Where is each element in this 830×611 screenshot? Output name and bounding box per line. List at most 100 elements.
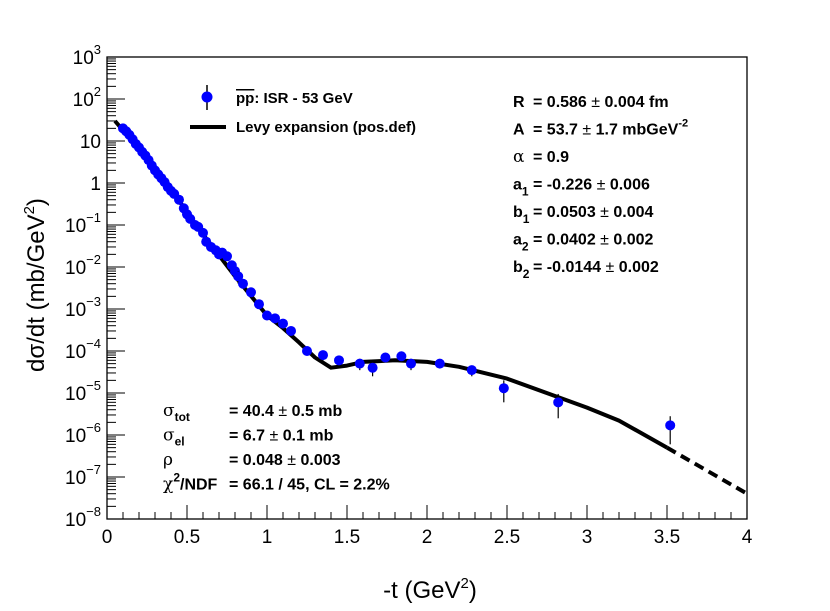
fit-param-error: 0.006 xyxy=(610,177,650,194)
x-axis-title-end: ) xyxy=(469,577,477,604)
y-tick-label: 10−5 xyxy=(65,378,101,405)
fit-param-value: = 0.586 ± 0.004 fm xyxy=(533,94,669,111)
y-tick-label-base: 1 xyxy=(90,174,101,195)
fit-stat-sup: 2 xyxy=(173,471,180,485)
y-axis-title-main: dσ/dt (mb/GeV xyxy=(23,214,50,372)
data-point xyxy=(665,420,676,431)
fit-param-value: = 0.9 xyxy=(533,149,569,166)
x-tick-label: 2 xyxy=(422,527,433,548)
fit-param-number: = 0.9 xyxy=(533,149,569,166)
y-tick-label-exp: −1 xyxy=(86,210,101,225)
y-tick-label-base: 10 xyxy=(73,90,94,111)
fit-param-symbol: R xyxy=(513,94,525,111)
fit-stat-name: ρ xyxy=(163,450,173,470)
fit-param-value: = 0.0402 ± 0.002 xyxy=(533,232,654,249)
x-tick-label: 4 xyxy=(742,527,753,548)
legend-line-label: Levy expansion (pos.def) xyxy=(236,119,416,136)
x-tick-label: 0 xyxy=(102,527,113,548)
y-tick-label: 1 xyxy=(90,174,101,195)
legend: pp: ISR - 53 GeV Levy expansion (pos.def… xyxy=(190,85,416,136)
fit-param-name: R xyxy=(513,94,525,111)
fit-stat-value: = 40.4 ± 0.5 mb xyxy=(229,403,343,420)
data-point xyxy=(238,278,248,289)
data-point xyxy=(466,365,477,376)
fit-param-pm: ± xyxy=(587,94,605,111)
fit-param-symbol: a xyxy=(513,177,522,194)
fit-stat-number: = 40.4 xyxy=(229,403,274,420)
x-axis-title: -t (GeV2) xyxy=(383,575,477,604)
legend-data-label: pp: ISR - 53 GeV xyxy=(236,90,353,107)
data-point xyxy=(174,194,184,205)
fit-param-name: b2 xyxy=(513,259,530,281)
fit-stat-name: χ2/NDF xyxy=(163,471,218,495)
y-tick-label-exp: −8 xyxy=(86,504,101,519)
data-points xyxy=(118,123,676,445)
data-point xyxy=(354,358,365,369)
fit-stat-name: σel xyxy=(163,426,185,449)
y-tick-label: 102 xyxy=(73,84,101,111)
fit-stat-number: = 66.1 / 45, CL = 2.2% xyxy=(229,477,390,494)
legend-data-marker xyxy=(201,91,213,103)
y-tick-label: 10−7 xyxy=(65,462,101,489)
y-tick-label-exp: −7 xyxy=(86,462,101,477)
fit-param-number: = 0.0503 xyxy=(533,204,596,221)
fit-param-pm: ± xyxy=(596,204,614,221)
y-tick-label-base: 10 xyxy=(65,426,86,447)
fit-param-name: a2 xyxy=(513,232,529,254)
fit-param-value: = -0.226 ± 0.006 xyxy=(533,177,650,194)
fit-parameters: R = 0.586 ± 0.004 fm A = 53.7 ± 1.7 mbGeV-2… xyxy=(513,94,688,281)
data-point xyxy=(553,397,564,408)
fit-param-number: = 0.0402 xyxy=(533,232,596,249)
data-point xyxy=(434,358,445,369)
y-tick-label: 10−2 xyxy=(65,252,101,279)
y-tick-label-exp: −5 xyxy=(86,378,101,393)
y-tick-label: 10−6 xyxy=(65,420,101,447)
fit-statistics: σtot = 40.4 ± 0.5 mb σel = 6.7 ± 0.1 mb ρ = 0… xyxy=(163,401,390,495)
y-tick-label-base: 10 xyxy=(65,510,86,531)
data-point xyxy=(406,358,416,369)
y-tick-label-base: 10 xyxy=(65,258,86,279)
data-point xyxy=(334,355,344,366)
data-point xyxy=(498,383,509,394)
fit-stat-value: = 66.1 / 45, CL = 2.2% xyxy=(229,477,390,494)
data-point xyxy=(198,227,208,238)
y-tick-label-exp: 3 xyxy=(94,42,101,57)
data-point xyxy=(262,310,272,321)
fit-param-pm: ± xyxy=(592,177,610,194)
data-point xyxy=(380,352,391,363)
y-tick-label-base: 10 xyxy=(65,384,86,405)
fit-stat-value: = 6.7 ± 0.1 mb xyxy=(229,428,334,445)
fit-param-sub: 1 xyxy=(522,185,529,199)
data-point xyxy=(254,299,264,310)
levy-fit-extrapolation xyxy=(666,445,748,496)
x-tick-label: 0.5 xyxy=(174,527,200,548)
legend-data-label-pp: pp xyxy=(236,90,254,107)
fit-param-pm: ± xyxy=(596,232,614,249)
fit-param-sub: 2 xyxy=(522,240,529,254)
fit-stat-error: 0.003 xyxy=(301,452,341,469)
fit-stat-pm: ± xyxy=(274,403,292,420)
y-axis-title-end: ) xyxy=(23,198,50,206)
data-point xyxy=(270,313,280,324)
fit-stat-tail: /NDF xyxy=(180,477,218,494)
data-point xyxy=(302,346,312,356)
legend-data-label-rest: : ISR - 53 GeV xyxy=(254,90,352,107)
fit-stat-number: = 6.7 xyxy=(229,428,265,445)
y-tick-label: 10 xyxy=(80,132,101,153)
fit-param-value: = -0.0144 ± 0.002 xyxy=(533,259,659,276)
fit-stat-symbol: ρ xyxy=(163,450,173,470)
fit-stat-pm: ± xyxy=(283,452,301,469)
x-tick-label: 3.5 xyxy=(654,527,680,548)
axis-titles: -t (GeV2) dσ/dt (mb/GeV 2) xyxy=(21,198,477,604)
data-point xyxy=(246,287,256,298)
y-tick-label-exp: −4 xyxy=(86,336,101,351)
data-point xyxy=(367,362,378,373)
y-tick-label-base: 10 xyxy=(65,342,86,363)
fit-stat-value: = 0.048 ± 0.003 xyxy=(229,452,341,469)
y-tick-label: 10−1 xyxy=(65,210,101,237)
x-tick-label: 2.5 xyxy=(494,527,520,548)
fit-param-pm: ± xyxy=(601,259,619,276)
y-tick-label-exp: 2 xyxy=(94,84,101,99)
fit-stat-sub: tot xyxy=(175,410,190,424)
